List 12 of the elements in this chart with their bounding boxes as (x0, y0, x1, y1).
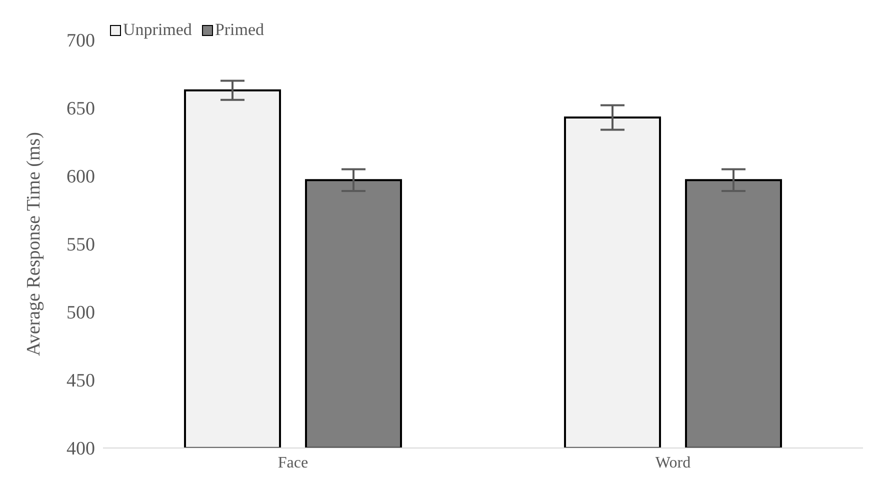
y-tick-label: 500 (66, 302, 95, 324)
legend-label: Unprimed (122, 20, 192, 40)
y-tick-label: 600 (66, 166, 95, 188)
x-tick-label: Word (655, 454, 691, 472)
y-tick-label: 650 (66, 98, 95, 120)
y-tick-label: 700 (66, 30, 95, 52)
y-tick-label: 450 (66, 370, 95, 392)
legend-label: Primed (214, 20, 264, 40)
y-tick-label: 550 (66, 234, 95, 256)
y-tick-label: 400 (66, 438, 95, 460)
x-tick-label: Face (278, 454, 308, 472)
y-axis-title: Average Response Time (ms) (24, 132, 45, 356)
